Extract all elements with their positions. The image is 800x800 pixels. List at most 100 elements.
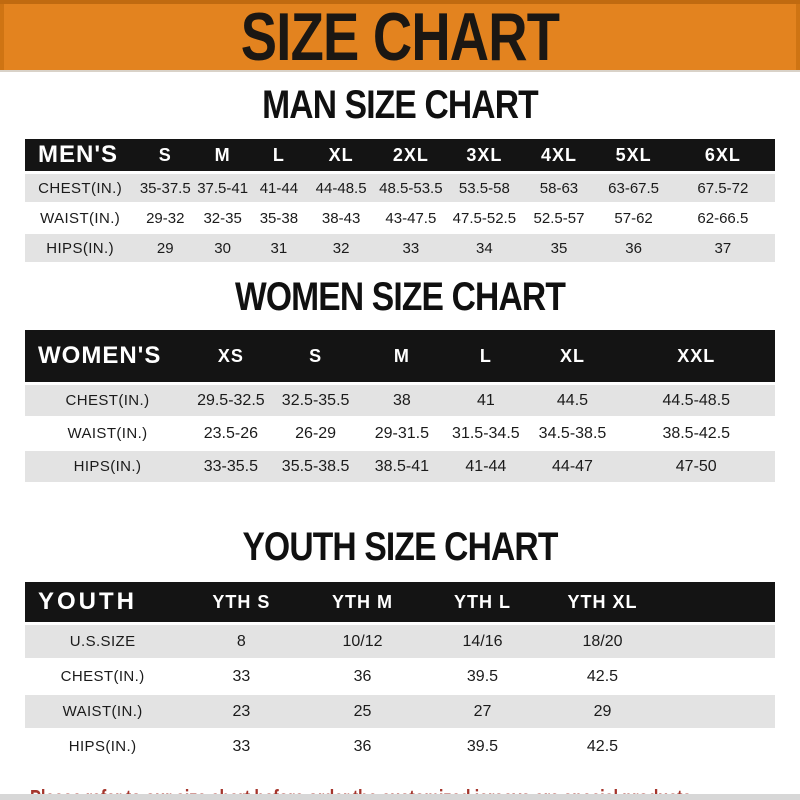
men-column-header: 5XL (596, 139, 671, 174)
size-cell: 34.5-38.5 (527, 416, 618, 451)
women-column-header: XS (190, 330, 272, 385)
size-section-women: WOMEN SIZE CHART WOMEN'S XS S M L XL XXL CHEST(I… (0, 275, 800, 484)
size-cell: 37 (670, 232, 775, 264)
row-label: CHEST(IN.) (25, 383, 190, 418)
men-column-header: 6XL (670, 139, 775, 174)
size-cell: 35.5-38.5 (271, 449, 360, 484)
size-cell: 42.5 (542, 728, 663, 765)
row-label: HIPS(IN.) (25, 232, 136, 264)
men-size-table: MEN'S S M L XL 2XL 3XL 4XL 5XL 6XL CHEST(IN.) 35-37… (25, 139, 775, 264)
size-cell: 57-62 (596, 202, 671, 234)
banner: SIZE CHART (0, 0, 800, 72)
size-cell: 31.5-34.5 (444, 416, 528, 451)
size-cell: 38.5-41 (359, 449, 445, 484)
size-cell: 41 (444, 383, 528, 418)
youth-header-filler (662, 582, 775, 625)
size-cell: 25 (302, 693, 423, 730)
size-cell: 34 (447, 232, 522, 264)
size-cell: 38-43 (307, 202, 375, 234)
size-cell: 44-48.5 (307, 172, 375, 204)
youth-header-row: YOUTH YTH S YTH M YTH L YTH XL (25, 582, 775, 625)
size-cell: 30 (195, 232, 250, 264)
men-column-header: M (195, 139, 250, 174)
size-cell: 44.5-48.5 (617, 383, 775, 418)
women-column-header: L (444, 330, 528, 385)
men-column-header: 3XL (447, 139, 522, 174)
row-label: WAIST(IN.) (25, 693, 181, 730)
women-corner-label: WOMEN'S (25, 330, 190, 385)
size-cell: 38 (359, 383, 445, 418)
men-header-row: MEN'S S M L XL 2XL 3XL 4XL 5XL 6XL (25, 139, 775, 174)
size-cell: 67.5-72 (670, 172, 775, 204)
size-cell: 36 (302, 658, 423, 695)
size-cell: 23 (180, 693, 303, 730)
size-cell: 48.5-53.5 (374, 172, 448, 204)
size-cell: 33 (180, 658, 303, 695)
size-cell: 10/12 (302, 623, 423, 660)
size-cell: 63-67.5 (596, 172, 671, 204)
row-label: HIPS(IN.) (25, 728, 181, 765)
size-cell: 36 (302, 728, 423, 765)
cell-filler (662, 623, 775, 660)
size-cell: 42.5 (542, 658, 663, 695)
men-table-row: CHEST(IN.) 35-37.5 37.5-41 41-44 44-48.5 48.5… (25, 172, 775, 204)
size-cell: 44-47 (527, 449, 618, 484)
page-title: SIZE CHART (240, 0, 560, 75)
size-cell: 33-35.5 (190, 449, 272, 484)
section-title-youth: YOUTH SIZE CHART (242, 525, 558, 569)
row-label: CHEST(IN.) (25, 172, 136, 204)
sections-container: MAN SIZE CHART MEN'S S M L XL 2XL 3XL 4XL 5XL 6XL C… (0, 85, 800, 765)
row-label: WAIST(IN.) (25, 202, 136, 234)
youth-table-row: U.S.SIZE 8 10/12 14/16 18/20 (25, 623, 775, 660)
men-column-header: L (250, 139, 308, 174)
women-size-table: WOMEN'S XS S M L XL XXL CHEST(IN.) 29.5-32.5 32.5… (25, 330, 775, 484)
men-column-header: XL (307, 139, 375, 174)
size-cell: 27 (422, 693, 543, 730)
size-cell: 39.5 (422, 658, 543, 695)
row-label: U.S.SIZE (25, 623, 181, 660)
section-title-women: WOMEN SIZE CHART (234, 275, 566, 319)
cell-filler (662, 658, 775, 695)
youth-size-table: YOUTH YTH S YTH M YTH L YTH XL U.S.SIZE 8 10/12… (25, 582, 775, 765)
youth-corner-label: YOUTH (25, 582, 181, 625)
women-column-header: XXL (617, 330, 775, 385)
size-cell: 18/20 (542, 623, 663, 660)
row-label: WAIST(IN.) (25, 416, 190, 451)
size-cell: 44.5 (527, 383, 618, 418)
women-header-row: WOMEN'S XS S M L XL XXL (25, 330, 775, 385)
women-column-header: M (359, 330, 445, 385)
size-cell: 26-29 (271, 416, 360, 451)
size-cell: 47.5-52.5 (447, 202, 522, 234)
women-column-header: S (271, 330, 360, 385)
size-cell: 33 (180, 728, 303, 765)
size-cell: 38.5-42.5 (617, 416, 775, 451)
size-section-youth: YOUTH SIZE CHART YOUTH YTH S YTH M YTH L YTH … (0, 525, 800, 765)
size-cell: 32 (307, 232, 375, 264)
size-cell: 32-35 (195, 202, 250, 234)
size-cell: 36 (596, 232, 671, 264)
cell-filler (662, 728, 775, 765)
size-cell: 23.5-26 (190, 416, 272, 451)
size-cell: 58-63 (521, 172, 597, 204)
men-column-header: S (135, 139, 196, 174)
size-cell: 29-31.5 (359, 416, 445, 451)
men-column-header: 4XL (521, 139, 597, 174)
size-cell: 29.5-32.5 (190, 383, 272, 418)
size-cell: 39.5 (422, 728, 543, 765)
size-cell: 14/16 (422, 623, 543, 660)
women-column-header: XL (527, 330, 618, 385)
row-label: CHEST(IN.) (25, 658, 181, 695)
women-table-row: HIPS(IN.) 33-35.5 35.5-38.5 38.5-41 41-44 44-… (25, 449, 775, 484)
size-cell: 29 (135, 232, 196, 264)
size-cell: 47-50 (617, 449, 775, 484)
size-cell: 8 (180, 623, 303, 660)
size-cell: 35-38 (250, 202, 308, 234)
women-table-row: WAIST(IN.) 23.5-26 26-29 29-31.5 31.5-34.5 34… (25, 416, 775, 451)
size-cell: 35-37.5 (135, 172, 196, 204)
youth-column-header: YTH L (422, 582, 543, 625)
youth-column-header: YTH S (180, 582, 303, 625)
youth-column-header: YTH M (302, 582, 423, 625)
men-column-header: 2XL (374, 139, 448, 174)
cell-filler (662, 693, 775, 730)
